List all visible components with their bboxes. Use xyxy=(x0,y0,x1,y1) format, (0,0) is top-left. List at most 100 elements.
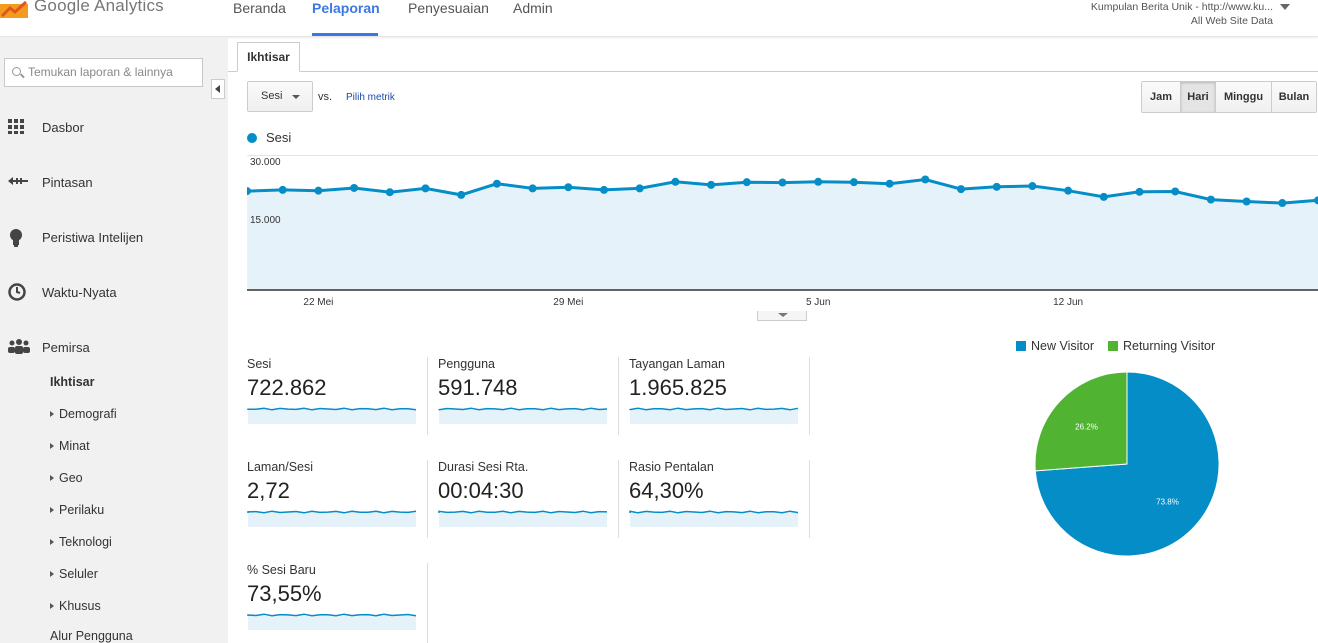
sidebar-subitem-geo[interactable]: Geo xyxy=(50,471,83,485)
data-point[interactable] xyxy=(1099,192,1108,201)
sidebar-item-pemirsa[interactable]: Pemirsa xyxy=(0,332,228,362)
nav-admin[interactable]: Admin xyxy=(513,0,553,16)
logo-google-text: Google xyxy=(34,0,91,15)
data-point[interactable] xyxy=(742,178,751,187)
sidebar-subitem-demografi[interactable]: Demografi xyxy=(50,407,117,421)
data-point[interactable] xyxy=(385,188,394,197)
sidebar-item-label: Peristiwa Intelijen xyxy=(42,229,144,245)
nav-beranda[interactable]: Beranda xyxy=(233,0,286,16)
data-point[interactable] xyxy=(635,184,644,193)
data-point[interactable] xyxy=(1314,196,1318,205)
data-point[interactable] xyxy=(992,182,1001,191)
granularity-jam-button[interactable]: Jam xyxy=(1142,82,1180,112)
data-point[interactable] xyxy=(671,177,680,186)
granularity-bulan-button[interactable]: Bulan xyxy=(1271,82,1316,112)
data-point[interactable] xyxy=(814,177,823,186)
sidebar-subitem-label: Demografi xyxy=(59,407,117,421)
data-point[interactable] xyxy=(849,178,858,187)
data-point[interactable] xyxy=(564,183,573,192)
data-point[interactable] xyxy=(707,180,716,189)
sidebar-subitem-minat[interactable]: Minat xyxy=(50,439,90,453)
data-point[interactable] xyxy=(1278,199,1287,208)
pie-legend-returning-visitor[interactable]: Returning Visitor xyxy=(1107,339,1215,353)
metric-tile[interactable]: Durasi Sesi Rta. 00:04:30 xyxy=(438,460,618,540)
data-point[interactable] xyxy=(528,184,537,193)
metric-value: 00:04:30 xyxy=(438,478,524,503)
data-point[interactable] xyxy=(921,175,930,184)
nav-penyesuaian[interactable]: Penyesuaian xyxy=(408,0,489,16)
data-point[interactable] xyxy=(314,186,323,195)
data-point[interactable] xyxy=(600,185,608,194)
metric-label: Tayangan Laman xyxy=(629,357,725,371)
pie-legend-new-visitor[interactable]: New Visitor xyxy=(1016,339,1094,353)
sidebar-item-label: Dasbor xyxy=(42,119,84,135)
granularity-minggu-button[interactable]: Minggu xyxy=(1215,82,1271,112)
data-point[interactable] xyxy=(1064,186,1073,195)
expand-triangle-icon xyxy=(50,443,54,449)
sidebar-subitem-teknologi[interactable]: Teknologi xyxy=(50,535,112,549)
expand-triangle-icon xyxy=(50,571,54,577)
sessions-line-chart: 30.000 15.000 22 Mei 29 Mei 5 Jun 12 Jun xyxy=(247,155,1318,308)
sidebar-collapse-button[interactable] xyxy=(211,79,225,99)
data-point[interactable] xyxy=(1135,187,1144,196)
data-point[interactable] xyxy=(492,179,501,188)
pie-slice[interactable] xyxy=(1034,371,1128,472)
sidebar-subitem-perilaku[interactable]: Perilaku xyxy=(50,503,104,517)
metric-divider xyxy=(427,563,428,643)
data-point[interactable] xyxy=(957,185,965,194)
vs-label: vs. xyxy=(318,91,333,103)
account-chevron-down-icon[interactable] xyxy=(1280,4,1290,10)
search-icon xyxy=(12,67,21,76)
sidebar-subitem-seluler[interactable]: Seluler xyxy=(50,567,98,581)
sidebar-item-label: Pemirsa xyxy=(42,339,90,355)
data-point[interactable] xyxy=(278,185,287,194)
data-point[interactable] xyxy=(1206,195,1215,204)
sidebar-item-waktu-nyata[interactable]: Waktu-Nyata xyxy=(0,277,228,307)
data-point[interactable] xyxy=(350,183,359,192)
data-point[interactable] xyxy=(1028,182,1037,191)
account-selector[interactable]: Kumpulan Berita Unik - http://www.ku... … xyxy=(1091,0,1273,28)
metric-tile[interactable]: Rasio Pentalan 64,30% xyxy=(629,460,809,540)
data-point[interactable] xyxy=(457,190,466,199)
data-point[interactable] xyxy=(1242,197,1251,206)
metric-tile[interactable]: Sesi 722.862 xyxy=(247,357,427,437)
chart-legend: Sesi xyxy=(247,130,291,145)
metric-divider xyxy=(427,357,428,435)
tab-ikhtisar[interactable]: Ikhtisar xyxy=(237,42,300,72)
sidebar-item-label: Waktu-Nyata xyxy=(42,284,117,300)
sidebar-item-peristiwa-intelijen[interactable]: Peristiwa Intelijen xyxy=(0,222,228,252)
sidebar-subitem-alur-pengguna[interactable]: Alur Pengguna xyxy=(50,629,133,643)
metric-tile[interactable]: % Sesi Baru 73,55% xyxy=(247,563,427,643)
metric-label: Sesi xyxy=(247,357,272,371)
data-point[interactable] xyxy=(1171,187,1180,196)
sidebar-item-pintasan[interactable]: Pintasan xyxy=(0,167,228,197)
chart-expand-button[interactable] xyxy=(757,311,807,321)
report-search-input[interactable]: Temukan laporan & lainnya xyxy=(4,58,203,87)
legend-dot-icon xyxy=(247,132,257,143)
granularity-hari-button[interactable]: Hari xyxy=(1180,82,1215,112)
visitor-pie-chart: 73.8% 26.2% xyxy=(1034,371,1220,557)
data-point[interactable] xyxy=(247,187,251,196)
pick-metric-link[interactable]: Pilih metrik xyxy=(346,92,395,103)
data-point[interactable] xyxy=(778,178,787,187)
legend-swatch xyxy=(1107,341,1118,351)
metric-tile[interactable]: Pengguna 591.748 xyxy=(438,357,618,437)
sidebar-subitem-khusus[interactable]: Khusus xyxy=(50,599,101,613)
nav-pelaporan[interactable]: Pelaporan xyxy=(312,0,380,16)
legend-label: Sesi xyxy=(266,130,292,145)
metric-value: 722.862 xyxy=(247,375,327,400)
pie-slice-label: 73.8% xyxy=(1156,498,1179,507)
data-point[interactable] xyxy=(421,184,430,193)
google-analytics-logo[interactable]: Google Analytics xyxy=(0,0,164,20)
metric-label: Durasi Sesi Rta. xyxy=(438,460,529,474)
metric-divider xyxy=(809,357,810,435)
metric-tile[interactable]: Laman/Sesi 2,72 xyxy=(247,460,427,540)
metric-tile[interactable]: Tayangan Laman 1.965.825 xyxy=(629,357,809,437)
sidebar-subitem-ikhtisar[interactable]: Ikhtisar xyxy=(50,375,95,389)
sidebar-item-dasbor[interactable]: Dasbor xyxy=(0,112,228,142)
metric-dropdown[interactable]: Sesi xyxy=(247,81,313,112)
metric-label: Laman/Sesi xyxy=(247,460,314,474)
metric-label: Pengguna xyxy=(438,357,496,371)
clock-icon xyxy=(8,283,26,301)
data-point[interactable] xyxy=(885,179,894,188)
